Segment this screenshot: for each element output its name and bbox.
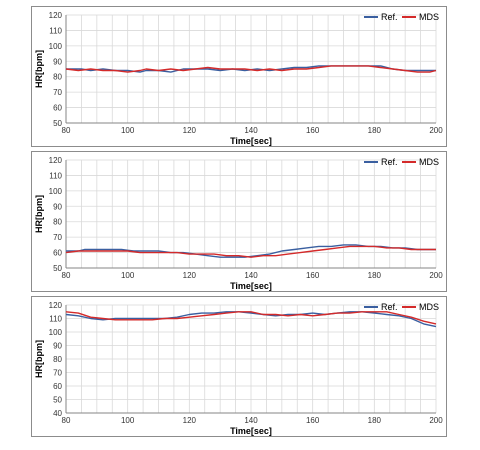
- y-tick-label: 100: [49, 187, 63, 196]
- y-tick-label: 60: [53, 382, 62, 391]
- y-tick-label: 90: [53, 57, 62, 66]
- x-tick-label: 160: [306, 126, 320, 135]
- x-tick-label: 140: [244, 126, 258, 135]
- y-tick-label: 80: [53, 73, 62, 82]
- x-tick-label: 200: [429, 126, 443, 135]
- hr-chart-2: 50 60 70 80 90 100 110 120 80 100 120 140 160 180 200 T…: [34, 156, 443, 291]
- x-tick-label: 140: [244, 271, 258, 280]
- chart-panel-2: 50 60 70 80 90 100 110 120 80 100 120 140 160 180 200 T…: [31, 151, 447, 292]
- hr-chart-3: 40 50 60 70 80 90 100 110 120 80 100 120 140 160 180 20…: [34, 301, 443, 436]
- x-tick-label: 180: [368, 271, 382, 280]
- series-line-mds: [65, 245, 436, 258]
- legend-label: MDS: [419, 12, 439, 22]
- y-tick-label: 80: [53, 355, 62, 364]
- y-tick-label: 40: [53, 409, 62, 418]
- y-tick-label: 110: [49, 171, 62, 180]
- y-tick-label: 90: [53, 202, 62, 211]
- legend: Ref. MDS: [364, 12, 439, 22]
- gridlines: [65, 304, 437, 414]
- gridlines: [65, 14, 437, 124]
- x-tick-label: 100: [121, 416, 135, 425]
- x-tick-label: 120: [183, 126, 197, 135]
- y-tick-label: 60: [53, 104, 62, 113]
- x-axis-title: Time[sec]: [230, 136, 272, 146]
- y-tick-label: 110: [49, 315, 62, 324]
- y-tick-label: 120: [49, 11, 63, 20]
- legend-label: Ref.: [381, 157, 398, 167]
- y-tick-label: 100: [49, 328, 63, 337]
- x-axis-title: Time[sec]: [230, 281, 272, 291]
- x-tick-label: 180: [368, 416, 382, 425]
- y-tick-label: 50: [53, 264, 62, 273]
- hr-chart-1: 50 60 70 80 90 100 110 120 80 100 120 140 160 180 200 T…: [34, 11, 443, 146]
- y-axis-title: HR[bpm]: [34, 50, 44, 88]
- y-tick-label: 70: [53, 233, 62, 242]
- y-axis-title: HR[bpm]: [34, 340, 44, 378]
- legend-label: Ref.: [381, 302, 398, 312]
- legend: Ref. MDS: [364, 157, 439, 167]
- y-tick-label: 120: [49, 301, 63, 310]
- x-tick-label: 120: [183, 416, 197, 425]
- x-tick-label: 160: [306, 271, 320, 280]
- legend-label: Ref.: [381, 12, 398, 22]
- x-axis-title: Time[sec]: [230, 426, 272, 436]
- x-tick-label: 120: [183, 271, 197, 280]
- series-line-ref: [65, 311, 437, 328]
- x-tick-label: 100: [121, 271, 135, 280]
- y-tick-label: 80: [53, 218, 62, 227]
- gridlines: [65, 159, 437, 269]
- x-tick-label: 80: [62, 416, 71, 425]
- chart-panel-3: 40 50 60 70 80 90 100 110 120 80 100 120 140 160 180 20…: [31, 296, 447, 437]
- legend: Ref. MDS: [364, 302, 439, 312]
- y-tick-label: 50: [53, 119, 62, 128]
- y-tick-label: 120: [49, 156, 63, 165]
- series-line-mds: [65, 65, 437, 73]
- x-tick-label: 160: [306, 416, 320, 425]
- y-tick-label: 70: [53, 369, 62, 378]
- y-tick-label: 50: [53, 396, 62, 405]
- x-tick-label: 80: [62, 126, 71, 135]
- x-tick-label: 180: [368, 126, 382, 135]
- series-line-mds: [65, 311, 437, 325]
- x-tick-label: 200: [429, 271, 443, 280]
- legend-label: MDS: [419, 302, 439, 312]
- y-tick-label: 90: [53, 342, 62, 351]
- y-tick-label: 110: [49, 26, 62, 35]
- x-tick-label: 200: [429, 416, 443, 425]
- chart-panel-1: 50 60 70 80 90 100 110 120 80 100 120 140 160 180 200 T…: [31, 6, 447, 147]
- x-tick-label: 140: [244, 416, 258, 425]
- legend-label: MDS: [419, 157, 439, 167]
- y-tick-label: 60: [53, 249, 62, 258]
- y-axis-title: HR[bpm]: [34, 195, 44, 233]
- x-tick-label: 100: [121, 126, 135, 135]
- y-tick-label: 100: [49, 42, 63, 51]
- x-tick-label: 80: [62, 271, 71, 280]
- y-tick-label: 70: [53, 88, 62, 97]
